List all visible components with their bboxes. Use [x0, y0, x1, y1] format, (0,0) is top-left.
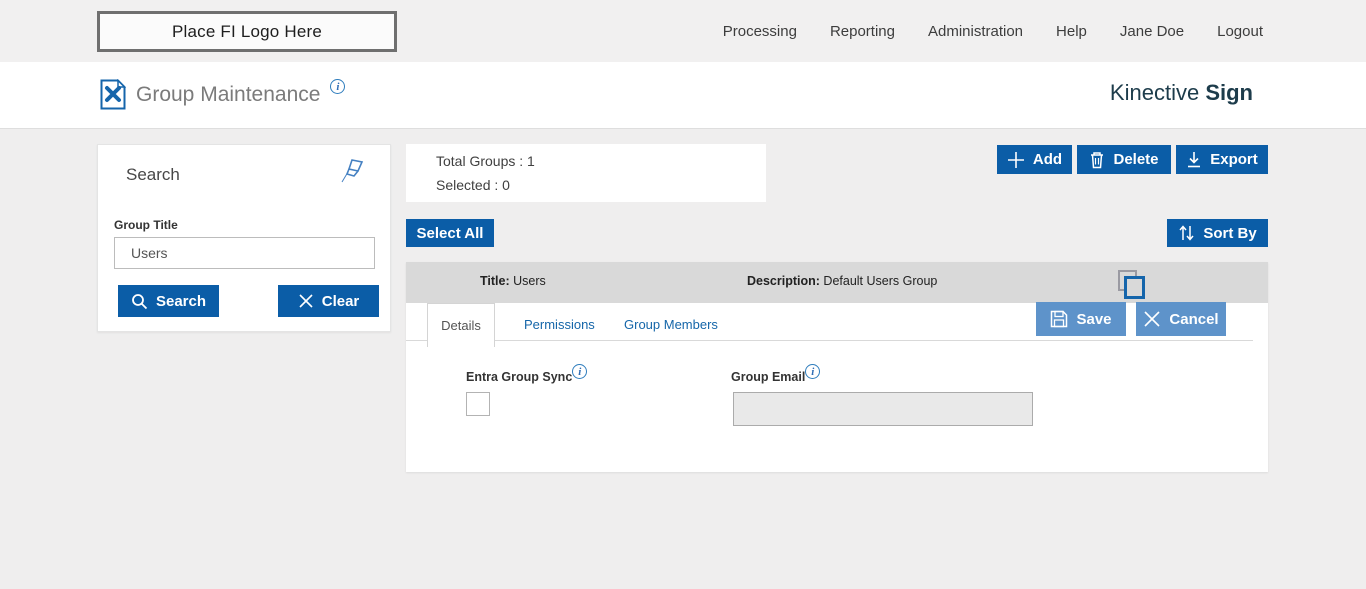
cancel-button-label: Cancel — [1169, 310, 1219, 328]
selected-count-text: Selected : 0 — [436, 177, 510, 193]
nav-logout[interactable]: Logout — [1217, 22, 1263, 40]
brand-logo: Kinective Sign — [1110, 80, 1253, 106]
add-button[interactable]: Add — [997, 145, 1072, 174]
entra-group-sync-label-row: Entra Group Sync i — [466, 364, 588, 385]
search-panel-title: Search — [126, 165, 180, 184]
total-groups-text: Total Groups : 1 — [436, 153, 535, 169]
pushpin-icon[interactable] — [340, 157, 366, 190]
tab-permissions[interactable]: Permissions — [506, 303, 613, 345]
group-row-title: Title: Users — [480, 274, 546, 288]
entra-group-sync-info-icon[interactable]: i — [572, 364, 588, 379]
group-email-label-row: Group Email i — [731, 364, 821, 385]
tab-group-members-label: Group Members — [624, 316, 718, 332]
search-panel: Search Group Title Search Clear — [97, 144, 391, 332]
delete-button-label: Delete — [1113, 151, 1159, 168]
group-description-field-value: Default Users Group — [823, 274, 938, 288]
sort-by-label: Sort By — [1203, 224, 1257, 242]
select-all-label: Select All — [416, 224, 484, 242]
nav-help[interactable]: Help — [1056, 22, 1087, 40]
add-button-label: Add — [1032, 151, 1063, 168]
sort-by-button[interactable]: Sort By — [1167, 219, 1268, 247]
search-button[interactable]: Search — [118, 285, 219, 317]
group-email-label: Group Email — [731, 370, 806, 384]
tab-details[interactable]: Details — [427, 303, 495, 347]
trash-icon — [1089, 151, 1105, 169]
group-title-input[interactable] — [114, 237, 375, 269]
group-title-label: Group Title — [114, 218, 178, 232]
group-title-field-value: Users — [513, 274, 546, 288]
nav-reporting[interactable]: Reporting — [829, 22, 895, 40]
groups-summary: Total Groups : 1 Selected : 0 — [406, 144, 766, 202]
tab-strip: Details Permissions Group Members — [406, 303, 1253, 347]
copy-icon[interactable] — [1118, 270, 1146, 300]
tab-permissions-label: Permissions — [524, 316, 595, 332]
brand-name: Kinective — [1109, 80, 1200, 105]
clear-button-label: Clear — [321, 292, 360, 310]
brand-product: Sign — [1205, 80, 1253, 105]
group-title-field-label: Title: — [480, 274, 510, 288]
tab-group-members[interactable]: Group Members — [606, 303, 736, 345]
group-email-input — [733, 392, 1033, 426]
group-row-description: Description: Default Users Group — [747, 274, 937, 288]
download-icon — [1186, 151, 1202, 168]
x-icon — [1143, 310, 1161, 328]
entra-group-sync-checkbox[interactable] — [466, 392, 490, 416]
x-icon — [298, 293, 314, 309]
copy-icon-front — [1124, 276, 1145, 299]
plus-icon — [1007, 151, 1025, 169]
clear-button[interactable]: Clear — [278, 285, 379, 317]
export-button-label: Export — [1210, 151, 1258, 168]
search-button-label: Search — [155, 292, 207, 310]
group-email-info-icon[interactable]: i — [805, 364, 821, 379]
document-tools-icon — [100, 79, 126, 110]
page-title-info-icon[interactable]: i — [330, 79, 346, 94]
top-bar: Place FI Logo Here Processing Reporting … — [0, 0, 1366, 62]
save-button-label: Save — [1076, 310, 1112, 328]
fi-logo-placeholder: Place FI Logo Here — [97, 11, 397, 52]
entra-group-sync-label: Entra Group Sync — [466, 370, 573, 384]
select-all-button[interactable]: Select All — [406, 219, 494, 247]
floppy-disk-icon — [1050, 310, 1068, 328]
tab-details-label: Details — [441, 318, 481, 333]
page-header: Group Maintenance i Kinective Sign — [0, 62, 1366, 129]
magnifier-icon — [131, 293, 148, 310]
page-title: Group Maintenance — [136, 82, 321, 106]
up-down-arrows-icon — [1178, 224, 1195, 242]
group-detail-panel: Title: Users Description: Default Users … — [406, 262, 1268, 472]
nav-processing[interactable]: Processing — [722, 22, 797, 40]
fi-logo-text: Place FI Logo Here — [171, 21, 323, 41]
cancel-button[interactable]: Cancel — [1136, 302, 1226, 336]
group-description-field-label: Description: — [747, 274, 820, 288]
export-button[interactable]: Export — [1176, 145, 1268, 174]
save-button[interactable]: Save — [1036, 302, 1126, 336]
nav-user-jane-doe[interactable]: Jane Doe — [1119, 22, 1185, 40]
group-row[interactable]: Title: Users Description: Default Users … — [406, 262, 1268, 303]
delete-button[interactable]: Delete — [1077, 145, 1171, 174]
top-nav: Processing Reporting Administration Help… — [723, 0, 1263, 62]
nav-administration[interactable]: Administration — [927, 22, 1024, 40]
